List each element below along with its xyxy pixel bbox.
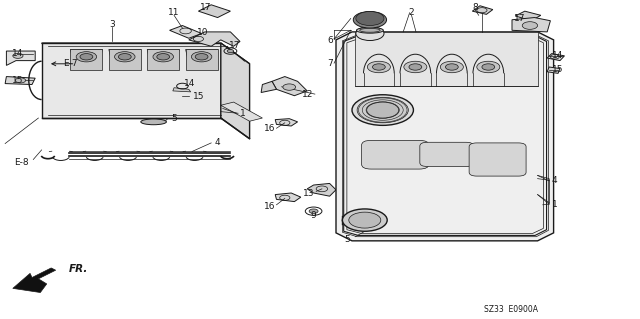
Polygon shape <box>70 49 102 64</box>
Circle shape <box>118 54 131 60</box>
Circle shape <box>309 209 318 213</box>
Circle shape <box>409 64 422 70</box>
Polygon shape <box>170 26 202 38</box>
Circle shape <box>353 11 387 28</box>
Text: SZ33  E0900A: SZ33 E0900A <box>484 305 538 314</box>
Polygon shape <box>547 67 560 73</box>
Circle shape <box>15 78 26 83</box>
Circle shape <box>157 54 170 60</box>
Circle shape <box>76 52 97 62</box>
Text: 12: 12 <box>302 90 314 99</box>
Circle shape <box>357 97 408 123</box>
Circle shape <box>522 22 538 29</box>
Circle shape <box>356 26 384 41</box>
Text: 16: 16 <box>264 202 275 211</box>
Text: E-8: E-8 <box>14 158 29 167</box>
Polygon shape <box>221 102 262 121</box>
Text: 17: 17 <box>514 14 525 23</box>
Polygon shape <box>221 43 250 139</box>
Text: 13: 13 <box>303 189 315 198</box>
Polygon shape <box>275 119 298 126</box>
Text: 14: 14 <box>184 79 196 88</box>
Polygon shape <box>547 54 564 61</box>
Text: 17: 17 <box>229 41 241 50</box>
Polygon shape <box>189 32 240 46</box>
Polygon shape <box>307 183 336 196</box>
Polygon shape <box>147 49 179 70</box>
Circle shape <box>283 84 296 90</box>
Circle shape <box>115 52 135 62</box>
FancyBboxPatch shape <box>469 143 526 176</box>
Polygon shape <box>198 5 230 18</box>
Text: 6: 6 <box>327 36 333 45</box>
Polygon shape <box>272 77 307 96</box>
Text: FR.: FR. <box>68 263 88 274</box>
Text: 14: 14 <box>552 51 563 60</box>
Text: 5: 5 <box>344 235 349 244</box>
Ellipse shape <box>360 28 380 32</box>
Circle shape <box>13 53 23 58</box>
Circle shape <box>342 209 387 231</box>
Circle shape <box>367 102 399 118</box>
Ellipse shape <box>141 119 166 125</box>
Polygon shape <box>186 49 218 64</box>
Polygon shape <box>186 49 218 70</box>
Polygon shape <box>13 268 56 293</box>
FancyBboxPatch shape <box>420 142 474 167</box>
Circle shape <box>349 212 381 228</box>
Circle shape <box>445 64 458 70</box>
Text: 11: 11 <box>168 8 180 17</box>
Circle shape <box>227 49 234 53</box>
Polygon shape <box>173 88 191 92</box>
Polygon shape <box>512 18 550 32</box>
Circle shape <box>80 54 93 60</box>
Polygon shape <box>336 32 554 241</box>
Polygon shape <box>6 51 35 65</box>
Text: 16: 16 <box>264 124 275 133</box>
Text: 5: 5 <box>172 114 177 122</box>
Polygon shape <box>261 81 276 93</box>
Text: 3: 3 <box>109 20 115 29</box>
Text: 9: 9 <box>311 211 316 220</box>
Polygon shape <box>42 43 250 64</box>
Text: 15: 15 <box>193 92 205 101</box>
Text: 2: 2 <box>409 8 414 17</box>
FancyBboxPatch shape <box>362 140 429 169</box>
Circle shape <box>372 64 385 70</box>
Circle shape <box>352 95 413 125</box>
Circle shape <box>404 61 427 73</box>
Circle shape <box>356 11 384 26</box>
Polygon shape <box>355 32 538 86</box>
Text: 4: 4 <box>214 138 220 147</box>
Circle shape <box>477 61 500 73</box>
Polygon shape <box>109 49 141 64</box>
Text: E-7: E-7 <box>63 59 77 68</box>
Polygon shape <box>147 49 179 64</box>
Polygon shape <box>472 6 493 14</box>
Circle shape <box>191 52 212 62</box>
Polygon shape <box>5 77 35 85</box>
Polygon shape <box>515 11 541 21</box>
Text: 7: 7 <box>327 59 333 68</box>
Polygon shape <box>70 49 102 70</box>
Text: 1: 1 <box>240 109 246 118</box>
Circle shape <box>482 64 495 70</box>
Polygon shape <box>109 49 141 70</box>
Polygon shape <box>275 193 301 202</box>
Circle shape <box>440 61 463 73</box>
Text: 4: 4 <box>552 176 557 185</box>
Text: 8: 8 <box>472 3 477 11</box>
Text: 14: 14 <box>12 49 23 58</box>
Circle shape <box>153 52 173 62</box>
Ellipse shape <box>356 27 383 33</box>
Text: 17: 17 <box>200 3 212 11</box>
Text: 10: 10 <box>197 28 209 37</box>
Circle shape <box>195 54 208 60</box>
Text: 15: 15 <box>552 65 563 74</box>
Circle shape <box>367 61 390 73</box>
Text: 15: 15 <box>12 76 23 85</box>
Polygon shape <box>42 43 221 118</box>
Text: 1: 1 <box>552 200 557 209</box>
